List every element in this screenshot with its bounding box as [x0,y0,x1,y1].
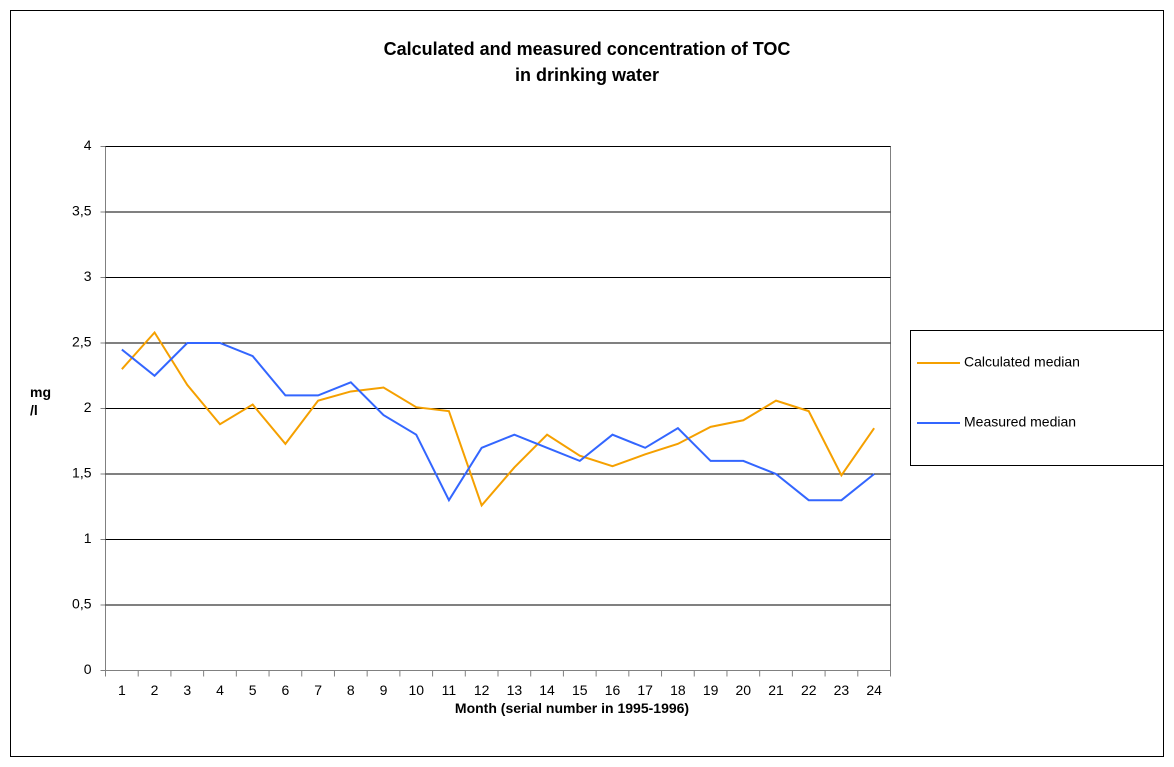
x-tick-label: 14 [539,682,555,698]
x-tick-label: 19 [703,682,719,698]
y-tick-label: 3,5 [72,203,92,219]
x-tick-label: 17 [637,682,653,698]
data-line [121,330,875,508]
x-tick-label: 20 [736,682,752,698]
x-tick-label: 2 [151,682,159,698]
y-tick-label: 0 [84,661,92,677]
x-tick-label: 4 [216,682,224,698]
x-tick-label: 24 [866,682,882,698]
y-tick-label: 3 [84,268,92,284]
y-tick-label: 2 [84,399,92,415]
y-tick-label: 1,5 [72,465,92,481]
x-tick-label: 8 [347,682,355,698]
x-tick-label: 9 [380,682,388,698]
legend-box [910,330,1164,466]
x-tick-label: 22 [801,682,817,698]
x-tick-label: 10 [408,682,424,698]
x-tick-label: 3 [183,682,191,698]
legend-label: Measured median [964,414,1076,430]
x-tick-label: 11 [442,682,457,698]
x-tick-label: 16 [605,682,621,698]
x-tick-label: 6 [281,682,289,698]
y-tick-label: 0,5 [72,596,92,612]
x-tick-label: 7 [314,682,322,698]
data-line [121,342,875,503]
x-tick-label: 13 [507,682,523,698]
x-tick-label: 5 [249,682,257,698]
x-tick-label: 23 [834,682,850,698]
x-tick-label: 21 [768,682,784,698]
y-tick-label: 1 [84,530,92,546]
y-tick-label: 4 [84,137,92,153]
x-tick-label: 12 [474,682,490,698]
x-axis-label: Month (serial number in 1995-1996) [454,700,690,716]
chart-title: Calculated and measured concentration of… [383,39,791,85]
x-tick-label: 15 [572,682,588,698]
y-axis-label: mg /l [30,384,51,418]
y-tick-label: 2,5 [72,334,92,350]
legend-label: Calculated median [964,354,1080,370]
x-tick-label: 18 [670,682,686,698]
x-tick-label: 1 [118,682,126,698]
